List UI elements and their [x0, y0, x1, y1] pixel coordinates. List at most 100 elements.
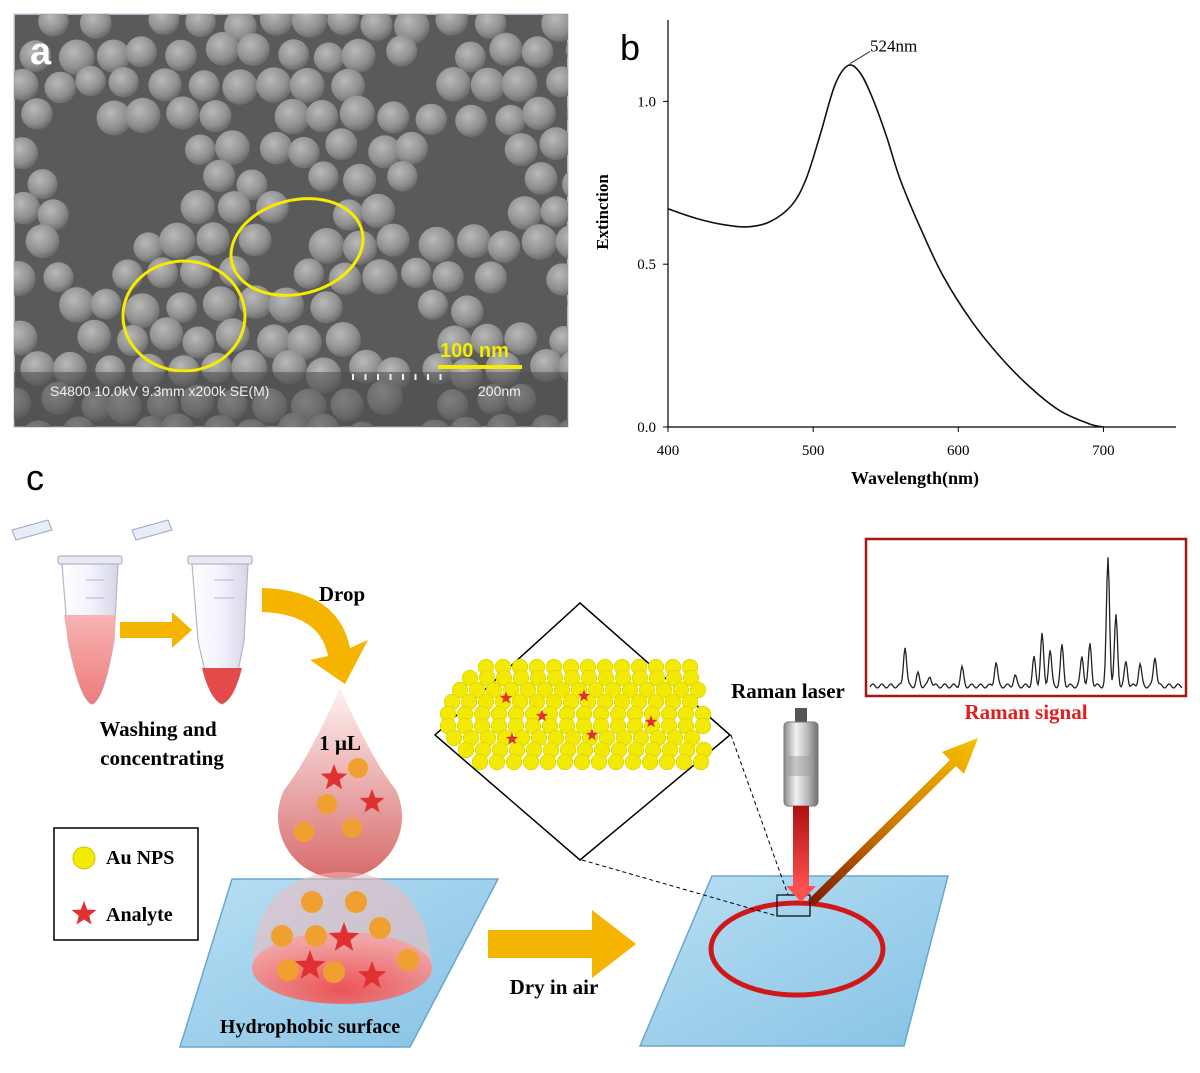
- legend-au-label: Au NPS: [106, 847, 174, 869]
- sem-particle: [238, 223, 272, 257]
- sem-particle: [203, 159, 236, 193]
- x-axis-label: Wavelength(nm): [851, 468, 979, 489]
- sem-particle: [521, 36, 554, 69]
- sem-particle: [215, 130, 250, 165]
- nanoparticle-icon: [655, 681, 673, 699]
- nanoparticle-icon: [277, 959, 299, 981]
- sem-particle: [159, 222, 196, 259]
- sem-particle: [293, 258, 325, 289]
- sem-particle: [108, 67, 139, 98]
- nanoparticle-icon: [614, 669, 632, 687]
- scale-tick: [439, 374, 442, 380]
- sem-particle: [165, 39, 197, 72]
- star-icon: [535, 709, 549, 722]
- nanoparticle-icon: [624, 753, 642, 771]
- sem-particle: [268, 287, 304, 323]
- nanoparticle-icon: [529, 669, 547, 687]
- sem-particle: [540, 196, 568, 227]
- sem-particle: [96, 39, 131, 73]
- sem-particle: [455, 104, 488, 137]
- nanoparticle-icon: [317, 794, 337, 814]
- sem-particle: [566, 108, 568, 122]
- sem-particle: [562, 171, 568, 197]
- sem-particle: [14, 191, 40, 225]
- sem-particle: [546, 66, 568, 98]
- sem-info-scale: 200nm: [478, 383, 521, 399]
- sem-particle: [182, 326, 215, 359]
- sem-particle: [342, 230, 378, 265]
- sem-particle: [546, 263, 568, 296]
- sem-particle: [288, 136, 320, 169]
- sem-particle: [236, 169, 268, 201]
- sem-particle: [166, 96, 200, 130]
- nanoparticle-icon: [461, 669, 479, 687]
- sem-particle: [611, 130, 645, 164]
- sem-particle: [470, 323, 504, 357]
- raman-spectrum-box: [864, 537, 1188, 698]
- sem-particle: [474, 261, 507, 294]
- sem-particle: [470, 67, 506, 103]
- centrifuge-tube: [131, 519, 253, 705]
- nanoparticle-icon: [323, 961, 345, 983]
- sem-particle: [237, 33, 270, 66]
- sem-particle: [117, 325, 149, 357]
- nanoparticle-icon: [546, 669, 564, 687]
- nanoparticle-icon: [512, 669, 530, 687]
- sem-particle: [327, 14, 360, 36]
- nanoparticle-icon: [694, 717, 712, 735]
- sem-particle: [343, 163, 377, 197]
- sem-particle: [37, 199, 69, 231]
- sem-particle: [196, 222, 230, 256]
- x-tick-label: 600: [947, 443, 970, 459]
- nanoparticle-icon: [658, 753, 676, 771]
- highlight-circle: [229, 197, 365, 297]
- dry-label: Dry in air: [510, 975, 599, 999]
- sem-info-text: S4800 10.0kV 9.3mm x200k SE(M): [50, 383, 269, 399]
- sem-particle: [593, 104, 628, 139]
- nanoparticle-icon: [672, 681, 690, 699]
- series-line: [667, 64, 1104, 428]
- nanoparticle-icon: [294, 822, 314, 842]
- nanoparticle-icon: [621, 681, 639, 699]
- scale-tick: [389, 374, 392, 380]
- sem-particle: [43, 262, 74, 293]
- sem-particle: [565, 42, 568, 58]
- sem-particle: [584, 382, 615, 413]
- sem-particle: [578, 5, 611, 38]
- chart-panel: b 400 500 600 700 0.0 0.5 1.0 524nm Wavelength…: [593, 20, 1176, 489]
- star-icon: [577, 689, 591, 702]
- star-icon: [359, 789, 385, 813]
- sem-particle: [386, 35, 418, 67]
- sem-particle: [14, 68, 39, 101]
- sem-particle: [456, 224, 491, 259]
- sem-particle: [148, 68, 182, 102]
- sem-particle: [387, 161, 418, 192]
- sem-particle: [215, 318, 250, 353]
- scale-tick: [377, 374, 379, 380]
- nanoparticle-icon: [536, 681, 554, 699]
- raman-spectrum-line: [869, 557, 1183, 689]
- sem-particle: [602, 419, 633, 450]
- sem-particle: [217, 191, 251, 224]
- nanoparticle-icon: [519, 681, 537, 699]
- nanoparticle-icon: [478, 669, 496, 687]
- nanoparticle-icon: [641, 753, 659, 771]
- sem-particle: [325, 322, 361, 357]
- panel-label-a: a: [30, 31, 52, 73]
- arrow-right-icon: [488, 910, 636, 978]
- nanoparticle-icon: [675, 753, 693, 771]
- sem-particle: [495, 104, 526, 136]
- sem-particle: [133, 232, 164, 263]
- washing-label-line2: concentrating: [100, 746, 224, 770]
- sem-particle: [635, 228, 668, 261]
- centrifuge-tube: [11, 519, 123, 705]
- sem-particle: [259, 14, 294, 36]
- nanoparticle-icon: [587, 681, 605, 699]
- sem-particle: [360, 14, 393, 41]
- sem-panel: a 100 nm S4800 10.0kV 9.3mm x200k SE(M) …: [13, 5, 668, 450]
- nanoparticle-icon: [485, 681, 503, 699]
- nanoparticle-icon: [342, 818, 362, 838]
- nanoparticle-icon: [495, 669, 513, 687]
- sem-particle: [507, 196, 542, 230]
